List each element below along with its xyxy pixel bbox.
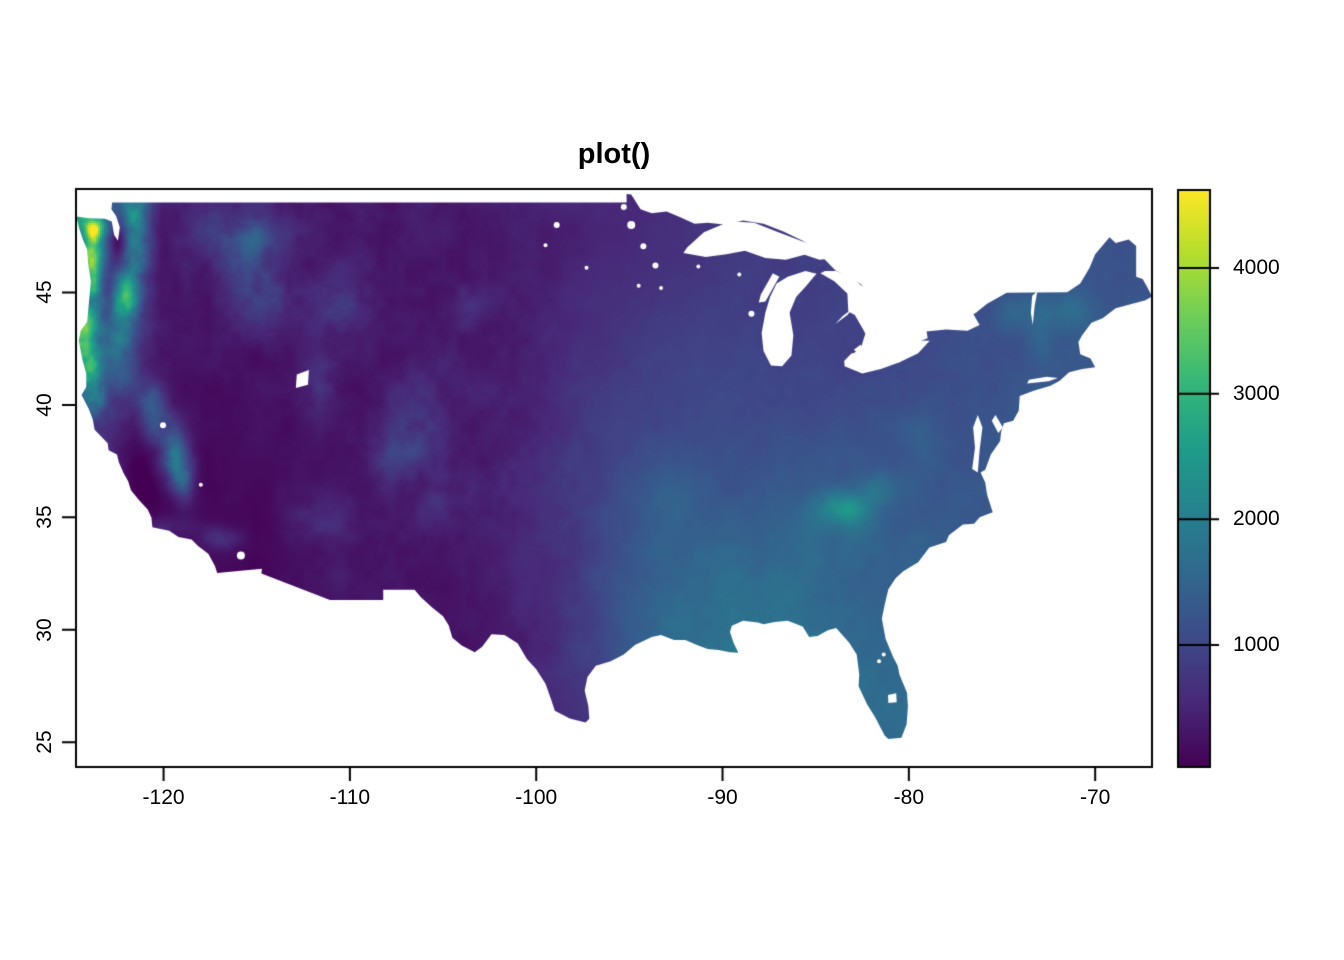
plot-title: plot() bbox=[577, 138, 651, 170]
x-axis-tick-label: -100 bbox=[515, 786, 558, 809]
x-axis-tick-label: -70 bbox=[1079, 786, 1111, 809]
y-axis-tick-label: 25 bbox=[33, 730, 56, 754]
legend-tick-label: 1000 bbox=[1233, 633, 1280, 657]
legend-tick-label: 4000 bbox=[1233, 255, 1280, 279]
y-axis-tick-label: 40 bbox=[33, 393, 56, 417]
y-axis-tick-label: 30 bbox=[33, 618, 56, 642]
y-axis-tick-label: 35 bbox=[33, 505, 56, 530]
x-axis-tick-label: -110 bbox=[329, 786, 371, 809]
y-axis-tick-label: 45 bbox=[33, 280, 56, 305]
x-axis-tick-label: -90 bbox=[707, 786, 738, 809]
legend-tick-label: 3000 bbox=[1233, 381, 1280, 405]
x-axis-tick-label: -120 bbox=[142, 786, 185, 809]
x-axis-tick-label: -80 bbox=[893, 786, 925, 809]
legend-tick-label: 2000 bbox=[1233, 507, 1280, 531]
